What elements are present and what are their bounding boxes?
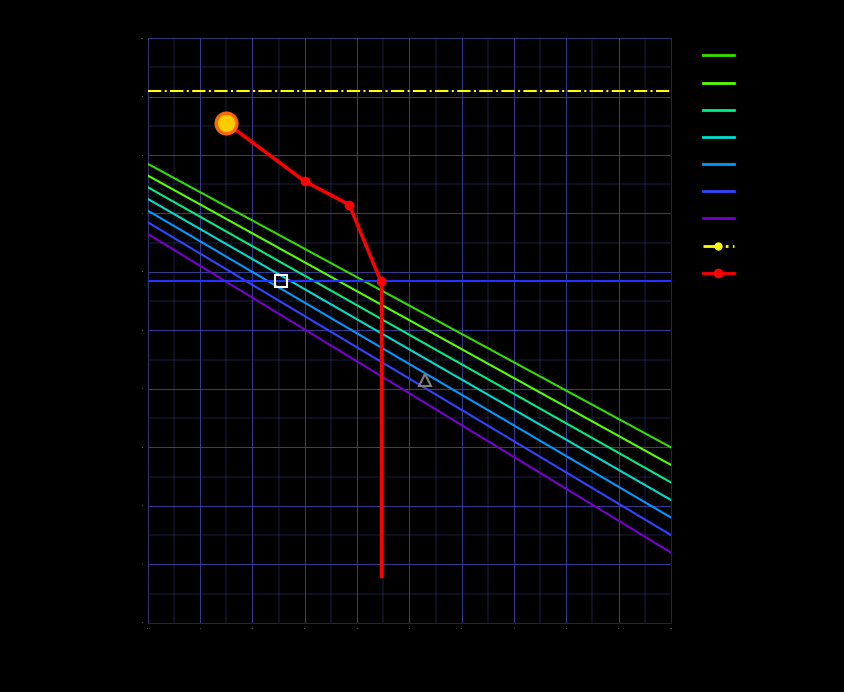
Point xyxy=(219,118,233,129)
Legend: , , , , , , , , : , , , , , , , , xyxy=(699,45,744,285)
